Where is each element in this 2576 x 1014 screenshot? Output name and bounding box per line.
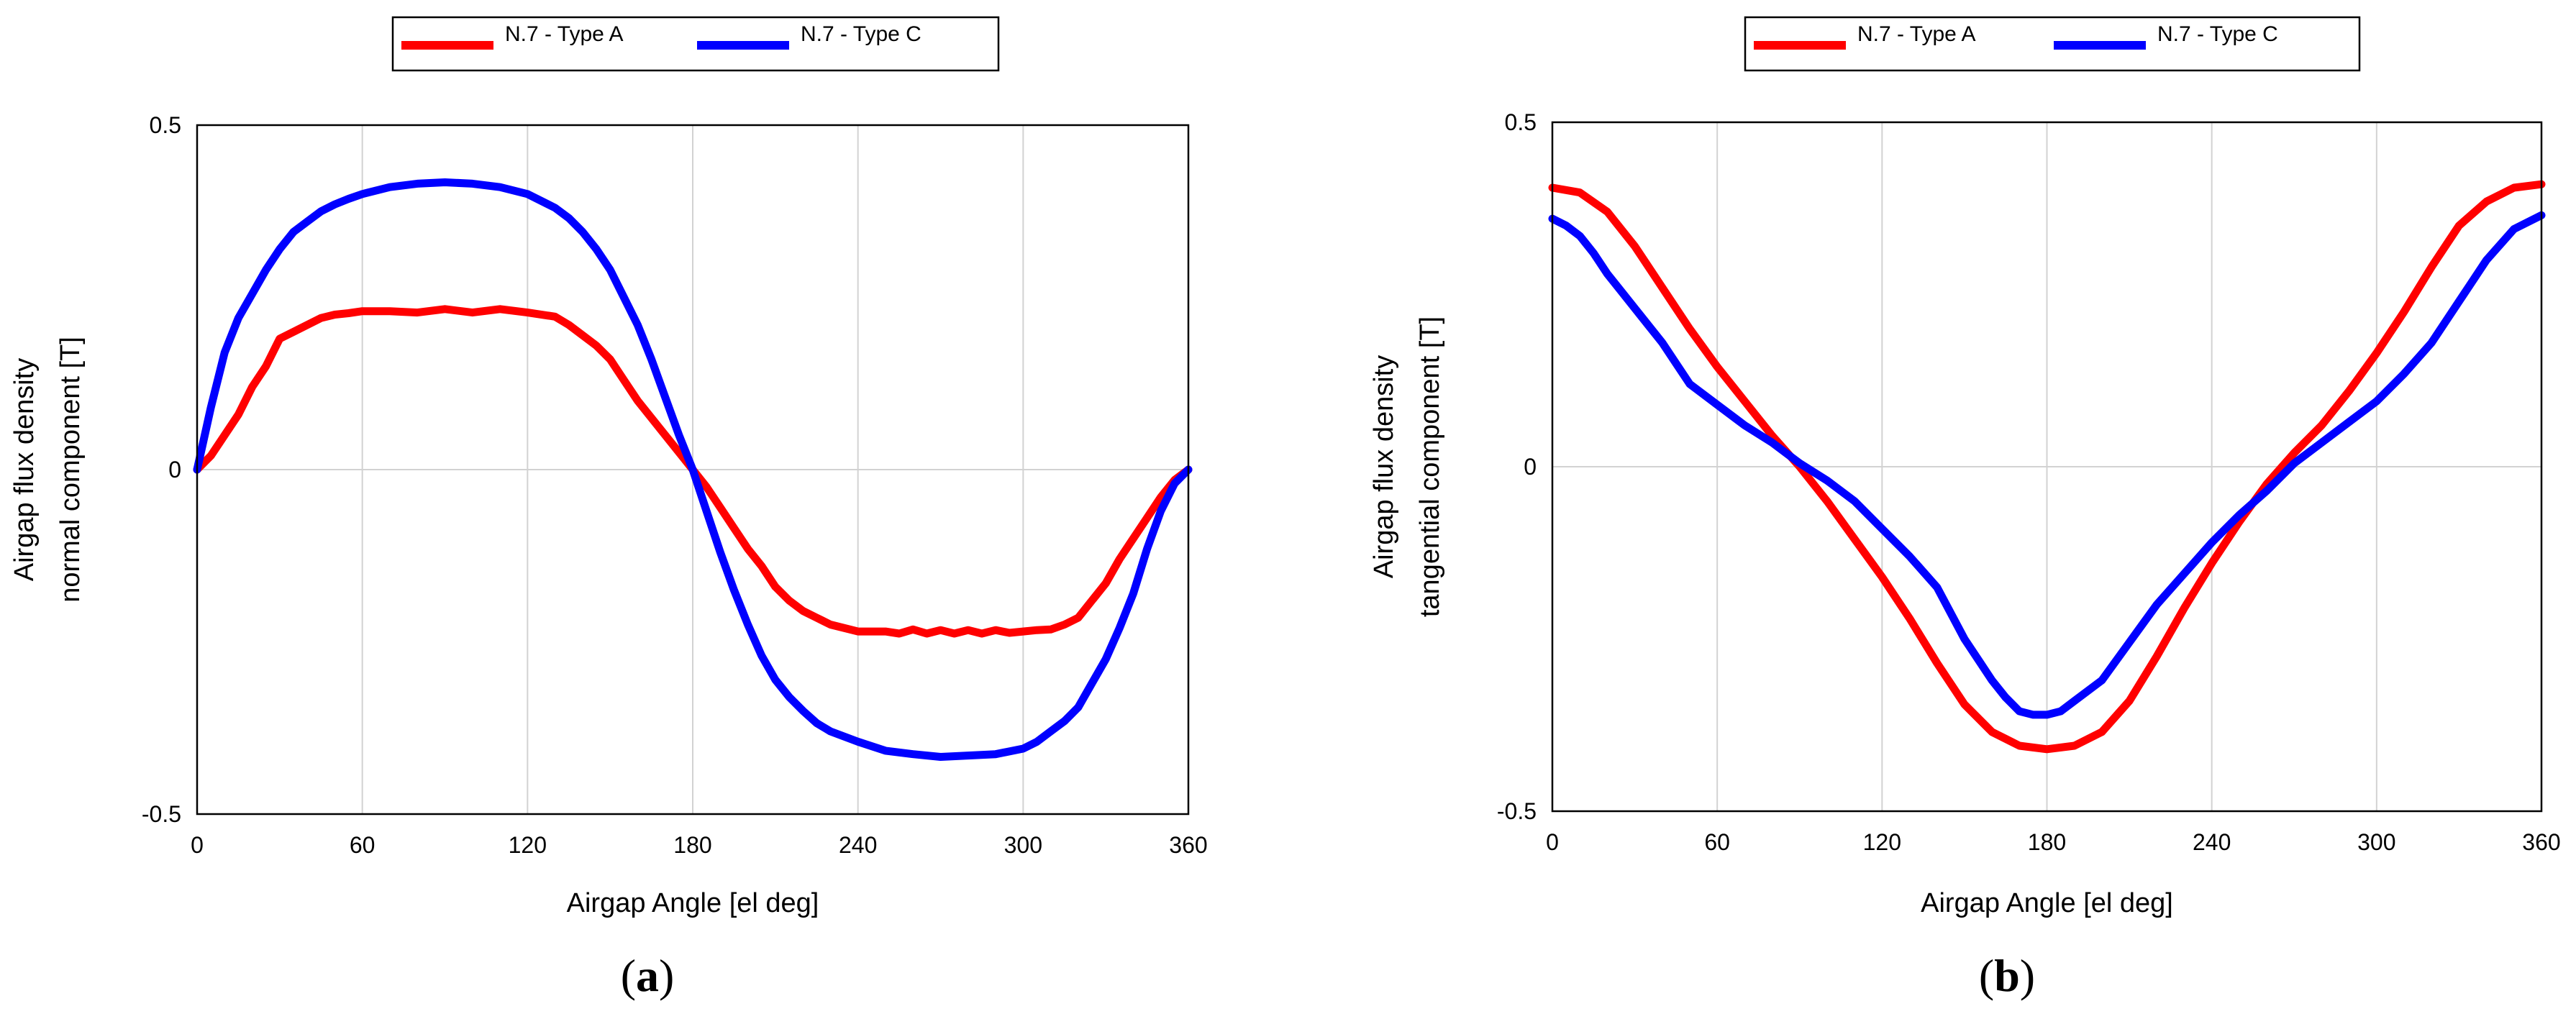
x-tick-label: 180 [673, 832, 711, 858]
y-tick-label: 0 [168, 457, 181, 483]
x-axis-label: Airgap Angle [el deg] [567, 888, 819, 918]
x-axis-label: Airgap Angle [el deg] [1921, 888, 2173, 918]
x-tick-label: 360 [2522, 829, 2560, 855]
legend-label-type-c: N.7 - Type C [2157, 22, 2278, 46]
caption: (a) [621, 950, 675, 1001]
caption-open-paren: ( [621, 950, 636, 1001]
series-line-type-a [193, 305, 1193, 638]
caption-letter: b [1994, 950, 2020, 1001]
x-tick-label: 0 [1546, 829, 1559, 855]
chart-a: 0 60 120 180 240 300 360 -0.5 0 0.5 Airgap Angle [… [9, 16, 1208, 1001]
caption: (b) [1979, 950, 2035, 1001]
legend: N.7 - Type A N.7 - Type C [1744, 16, 2361, 72]
x-tick-label: 300 [2357, 829, 2395, 855]
legend-label-type-c: N.7 - Type C [801, 22, 921, 46]
x-tick-label: 60 [350, 832, 376, 858]
plot-frame [196, 124, 1190, 816]
x-tick-label: 120 [1863, 829, 1901, 855]
x-tick-label: 120 [509, 832, 547, 858]
y-axis-label-line-2: tangential component [T] [1415, 316, 1445, 617]
caption-letter: a [636, 950, 659, 1001]
x-tick-label: 60 [1704, 829, 1730, 855]
y-tick-label: 0.5 [1505, 109, 1537, 135]
legend-box [1744, 16, 2361, 72]
series-line-type-c [193, 178, 1193, 761]
legend-label-type-a: N.7 - Type A [1857, 22, 1976, 46]
caption-close-paren: ) [2020, 950, 2035, 1001]
y-tick-label: 0.5 [150, 112, 181, 138]
caption-open-paren: ( [1979, 950, 1994, 1001]
y-tick-label: -0.5 [142, 801, 181, 827]
legend-box [391, 16, 1000, 72]
x-tick-label: 0 [191, 832, 204, 858]
y-tick-label: 0 [1524, 454, 1537, 480]
x-tick-label: 240 [839, 832, 877, 858]
y-axis-label-line-1: Airgap flux density [9, 358, 40, 582]
legend: N.7 - Type A N.7 - Type C [391, 16, 1000, 72]
x-tick-label: 240 [2193, 829, 2231, 855]
series-line-type-c [1548, 211, 2546, 719]
chart-b: 0 60 120 180 240 300 360 -0.5 0 0.5 Airgap Angle [… [1369, 16, 2561, 1001]
legend-label-type-a: N.7 - Type A [505, 22, 624, 46]
plot-frame [1551, 121, 2543, 813]
series-line-type-a [1548, 180, 2546, 754]
x-tick-label: 300 [1004, 832, 1042, 858]
y-axis-label-line-1: Airgap flux density [1369, 355, 1399, 579]
y-tick-label: -0.5 [1497, 798, 1537, 824]
caption-close-paren: ) [659, 950, 674, 1001]
x-tick-label: 180 [2028, 829, 2066, 855]
x-tick-label: 360 [1169, 832, 1207, 858]
y-axis-label-line-2: normal component [T] [55, 337, 86, 603]
